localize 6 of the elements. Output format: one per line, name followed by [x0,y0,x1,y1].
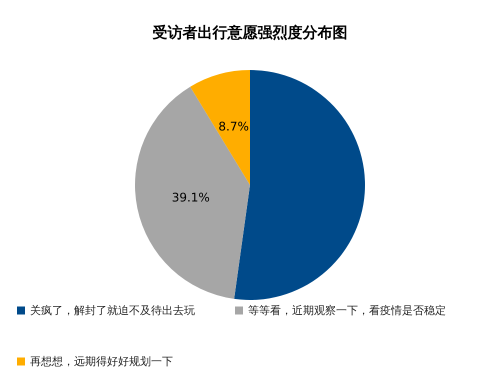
data-label: 39.1% [172,190,210,204]
chart-title: 受访者出行意愿强烈度分布图 [152,24,348,42]
legend-label: 等等看，近期观察一下，看疫情是否稳定 [248,304,446,317]
legend-label: 再想想，远期得好好规划一下 [30,355,173,368]
legend-label: 关疯了，解封了就迫不及待出去玩 [30,304,195,317]
data-label: 8.7% [218,120,249,134]
